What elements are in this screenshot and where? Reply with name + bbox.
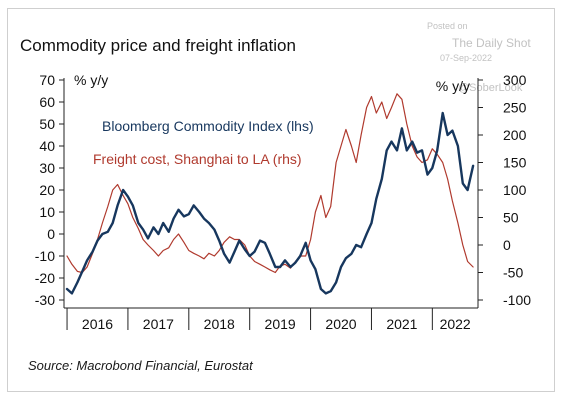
left-tick-label: 40	[39, 138, 55, 154]
right-tick-label: 300	[503, 72, 527, 88]
label-layer: % y/y % y/y Bloomberg Commodity Index (lhs…	[74, 72, 470, 167]
chart-axes: -30-20-10010203040506070-100-50050100150…	[35, 72, 531, 332]
left-tick-label: 50	[39, 116, 55, 132]
left-tick-label: 70	[39, 72, 55, 88]
right-tick-label: -50	[503, 265, 523, 281]
x-tick-label: 2022	[440, 316, 471, 332]
x-tick-label: 2020	[325, 316, 356, 332]
left-tick-label: 60	[39, 94, 55, 110]
right-tick-label: 250	[503, 100, 527, 116]
left-tick-label: -30	[35, 292, 55, 308]
series-layer	[65, 93, 475, 295]
right-tick-label: 150	[503, 155, 527, 171]
x-tick-label: 2019	[265, 316, 296, 332]
x-tick-label: 2021	[386, 316, 417, 332]
left-tick-label: -20	[35, 270, 55, 286]
watermark-posted-on: Posted on	[427, 21, 468, 31]
chart-title: Commodity price and freight inflation	[20, 36, 296, 55]
right-tick-label: 100	[503, 182, 527, 198]
right-tick-label: -100	[503, 292, 531, 308]
left-tick-label: 10	[39, 204, 55, 220]
watermark-site: The Daily Shot	[452, 36, 531, 50]
left-tick-label: 20	[39, 182, 55, 198]
right-tick-label: 0	[503, 237, 511, 253]
chart-card	[7, 8, 555, 392]
left-axis-label: % y/y	[74, 72, 108, 88]
left-tick-label: 0	[47, 226, 55, 242]
right-tick-label: 50	[503, 210, 519, 226]
freight-cost-line	[66, 93, 474, 274]
freight-series-label: Freight cost, Shanghai to LA (rhs)	[93, 151, 302, 167]
watermark-handle: @SoberLook	[458, 82, 523, 94]
right-axis-label: % y/y	[436, 78, 470, 94]
left-tick-label: -10	[35, 248, 55, 264]
x-tick-label: 2016	[82, 316, 113, 332]
commodity-index-line	[65, 111, 475, 295]
x-tick-label: 2018	[204, 316, 235, 332]
right-tick-label: 200	[503, 127, 527, 143]
commodity-series-label: Bloomberg Commodity Index (lhs)	[102, 118, 314, 134]
x-tick-label: 2017	[143, 316, 174, 332]
watermark-date: 07-Sep-2022	[440, 53, 493, 63]
left-tick-label: 30	[39, 160, 55, 176]
source-note: Source: Macrobond Financial, Eurostat	[28, 358, 253, 373]
